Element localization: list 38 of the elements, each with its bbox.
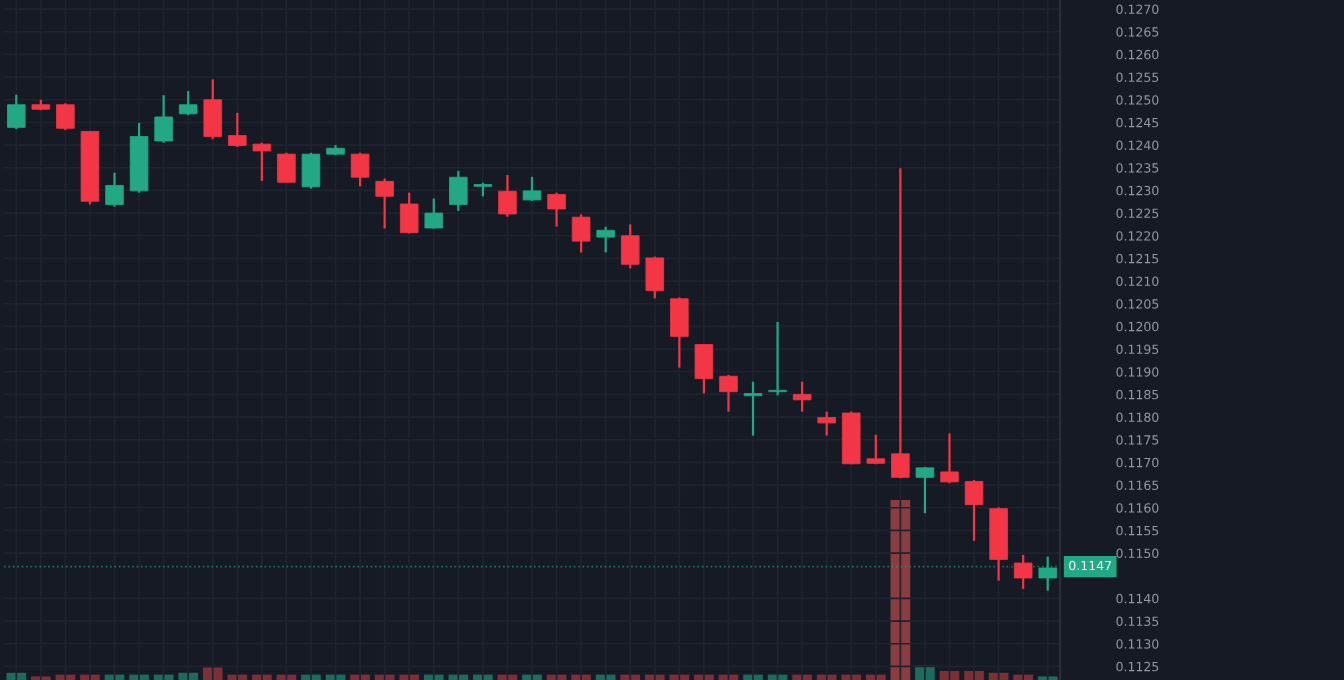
candlestick bbox=[252, 141, 272, 182]
candlestick bbox=[399, 191, 419, 235]
candlestick bbox=[375, 177, 394, 230]
candlestick bbox=[350, 151, 370, 188]
candlestick bbox=[424, 197, 444, 230]
candlestick bbox=[105, 171, 124, 208]
candlestick bbox=[596, 225, 615, 254]
candlestick bbox=[792, 380, 812, 413]
candlestick bbox=[1038, 555, 1057, 592]
candlestick bbox=[670, 296, 689, 369]
candlestick bbox=[866, 433, 886, 466]
candlestick bbox=[498, 173, 517, 218]
candlestick bbox=[178, 90, 198, 117]
candlestick bbox=[56, 102, 75, 132]
candlestick bbox=[7, 93, 26, 131]
candlestick bbox=[940, 432, 959, 485]
bar bbox=[964, 670, 984, 680]
candlestick bbox=[203, 78, 223, 141]
bar bbox=[202, 667, 223, 680]
candlestick bbox=[719, 373, 738, 413]
candlestick bbox=[547, 191, 566, 228]
candlestick bbox=[277, 151, 296, 184]
candlestick bbox=[768, 320, 787, 397]
candlestick bbox=[817, 410, 836, 437]
candlestick bbox=[1013, 553, 1033, 590]
candlestick bbox=[228, 111, 247, 148]
candlestick bbox=[645, 255, 665, 300]
candlestick bbox=[571, 213, 591, 254]
candlestick bbox=[620, 223, 640, 270]
bar bbox=[939, 670, 960, 680]
candlestick bbox=[964, 478, 984, 542]
candlestick bbox=[522, 175, 542, 202]
candlestick bbox=[449, 169, 468, 212]
candlestick bbox=[694, 342, 714, 395]
candlestick bbox=[154, 94, 173, 144]
candlestick bbox=[915, 465, 935, 515]
candlestick bbox=[743, 380, 763, 437]
candlestick bbox=[301, 151, 321, 190]
